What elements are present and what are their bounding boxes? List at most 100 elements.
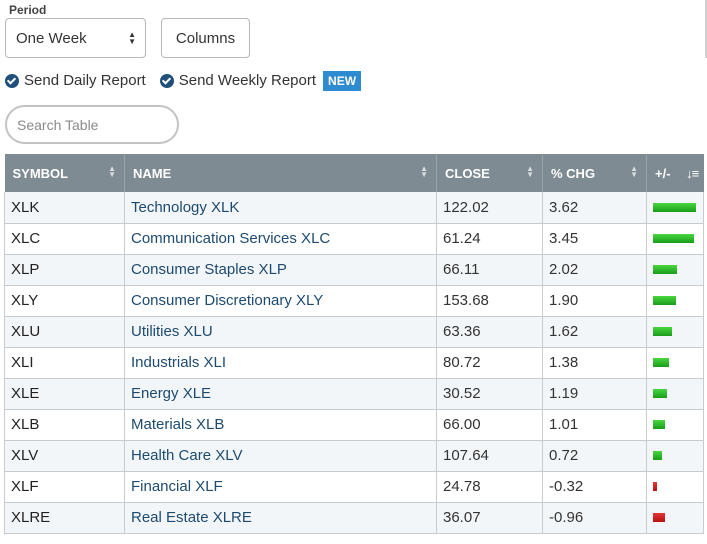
table-row[interactable]: XLF Financial XLF 24.78 -0.32 (4, 471, 704, 503)
change-bar-cell (646, 378, 704, 410)
sort-icon[interactable]: ▲ ▼ (630, 164, 638, 179)
name-link[interactable]: Real Estate XLRE (124, 502, 437, 534)
column-header-label: +/- (655, 165, 671, 181)
check-circle-icon[interactable] (159, 73, 174, 88)
report-options: Send Daily Report Send Weekly Report NEW (5, 70, 362, 91)
positive-change-bar (653, 389, 667, 398)
name-link[interactable]: Communication Services XLC (124, 223, 437, 255)
table-row[interactable]: XLRE Real Estate XLRE 36.07 -0.96 (4, 502, 704, 534)
name-link[interactable]: Utilities XLU (124, 316, 437, 348)
negative-change-bar (653, 513, 665, 522)
close-cell: 153.68 (436, 285, 543, 317)
change-bar-cell (646, 502, 704, 534)
column-header-label: CLOSE (445, 165, 490, 181)
symbol-cell: XLY (4, 285, 125, 317)
send-weekly-report-checkbox[interactable]: Send Weekly Report (159, 72, 316, 89)
change-bar-cell (646, 347, 704, 379)
pct-chg-cell: 3.62 (542, 192, 647, 224)
close-cell: 80.72 (436, 347, 543, 379)
name-link[interactable]: Financial XLF (124, 471, 437, 503)
pct-chg-cell: 3.45 (542, 223, 647, 255)
period-select[interactable]: One Week ▲ ▼ (5, 18, 146, 58)
column-header-close[interactable]: CLOSE ▲ ▼ (436, 154, 543, 192)
check-circle-icon[interactable] (5, 73, 19, 88)
close-cell: 30.52 (436, 378, 543, 410)
send-daily-report-label: Send Daily Report (24, 72, 146, 89)
positive-change-bar (653, 327, 672, 336)
column-header-label: % CHG (551, 165, 596, 181)
table-row[interactable]: XLI Industrials XLI 80.72 1.38 (4, 347, 704, 379)
close-cell: 66.11 (436, 254, 543, 286)
change-bar-cell (646, 409, 704, 441)
pct-chg-cell: 1.19 (542, 378, 647, 410)
pct-chg-cell: 1.38 (542, 347, 647, 379)
change-bar-cell (646, 471, 704, 503)
symbol-cell: XLI (4, 347, 125, 379)
name-link[interactable]: Consumer Staples XLP (124, 254, 437, 286)
period-select-value: One Week (16, 29, 87, 47)
symbol-cell: XLF (4, 471, 125, 503)
pct-chg-cell: -0.32 (542, 471, 647, 503)
table-row[interactable]: XLE Energy XLE 30.52 1.19 (4, 378, 704, 410)
search-table-input[interactable] (5, 105, 179, 144)
close-cell: 122.02 (436, 192, 543, 224)
positive-change-bar (653, 451, 662, 460)
sort-icon[interactable]: ▲ ▼ (420, 164, 428, 179)
column-header-name[interactable]: NAME ▲ ▼ (124, 154, 437, 192)
column-header-label: NAME (133, 165, 172, 181)
positive-change-bar (653, 420, 665, 429)
sort-icon[interactable]: ▲ ▼ (526, 164, 534, 179)
close-cell: 36.07 (436, 502, 543, 534)
positive-change-bar (653, 358, 669, 367)
pct-chg-cell: 2.02 (542, 254, 647, 286)
symbol-cell: XLRE (4, 502, 125, 534)
close-cell: 61.24 (436, 223, 543, 255)
panel-edge (705, 0, 707, 58)
change-bar-cell (646, 316, 704, 348)
symbol-cell: XLV (4, 440, 125, 472)
positive-change-bar (653, 296, 676, 305)
new-badge: NEW (323, 70, 362, 91)
sort-descending-icon[interactable]: ↓≡ (686, 165, 699, 181)
name-link[interactable]: Materials XLB (124, 409, 437, 441)
positive-change-bar (653, 265, 677, 274)
pct-chg-cell: -0.96 (542, 502, 647, 534)
positive-change-bar (653, 202, 696, 212)
table-row[interactable]: XLK Technology XLK 122.02 3.62 (4, 192, 704, 224)
sort-icon[interactable]: ▲ ▼ (108, 164, 116, 179)
change-bar-cell (646, 192, 704, 224)
close-cell: 107.64 (436, 440, 543, 472)
table-row[interactable]: XLY Consumer Discretionary XLY 153.68 1.90 (4, 285, 704, 317)
name-link[interactable]: Energy XLE (124, 378, 437, 410)
change-bar-cell (646, 440, 704, 472)
name-link[interactable]: Consumer Discretionary XLY (124, 285, 437, 317)
symbol-cell: XLU (4, 316, 125, 348)
pct-chg-cell: 1.90 (542, 285, 647, 317)
period-label: Period (9, 3, 47, 17)
symbol-cell: XLB (4, 409, 125, 441)
change-bar-cell (646, 223, 704, 255)
send-daily-report-checkbox[interactable]: Send Daily Report (5, 72, 146, 89)
change-bar-cell (646, 254, 704, 286)
column-header-change-bar[interactable]: +/- ↓≡ (646, 154, 704, 192)
pct-chg-cell: 1.01 (542, 409, 647, 441)
table-row[interactable]: XLP Consumer Staples XLP 66.11 2.02 (4, 254, 704, 286)
columns-button[interactable]: Columns (161, 18, 250, 58)
close-cell: 66.00 (436, 409, 543, 441)
name-link[interactable]: Technology XLK (124, 192, 437, 224)
name-link[interactable]: Health Care XLV (124, 440, 437, 472)
negative-change-bar (653, 482, 657, 491)
table-row[interactable]: XLV Health Care XLV 107.64 0.72 (4, 440, 704, 472)
positive-change-bar (653, 234, 694, 243)
table-row[interactable]: XLC Communication Services XLC 61.24 3.45 (4, 223, 704, 255)
symbol-cell: XLC (4, 223, 125, 255)
column-header-symbol[interactable]: SYMBOL ▲ ▼ (4, 154, 125, 192)
name-link[interactable]: Industrials XLI (124, 347, 437, 379)
column-header-pct-chg[interactable]: % CHG ▲ ▼ (542, 154, 647, 192)
pct-chg-cell: 1.62 (542, 316, 647, 348)
table-row[interactable]: XLB Materials XLB 66.00 1.01 (4, 409, 704, 441)
symbol-cell: XLE (4, 378, 125, 410)
close-cell: 24.78 (436, 471, 543, 503)
table-row[interactable]: XLU Utilities XLU 63.36 1.62 (4, 316, 704, 348)
change-bar-cell (646, 285, 704, 317)
